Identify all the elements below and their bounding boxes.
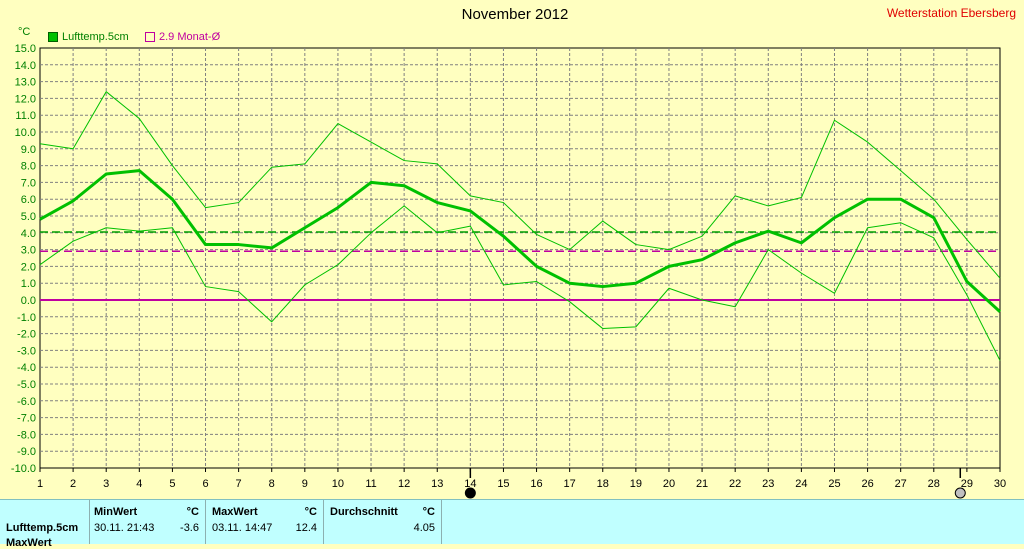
legend-item-lufttemp[interactable]: Lufttemp.5cm [48,31,129,43]
x-tick-label: 19 [630,478,642,490]
stats-avg-header: Durchschnitt [330,506,398,518]
x-tick-label: 17 [564,478,576,490]
y-tick-label: 0.0 [21,295,36,307]
stats-row-label-2: MaxWert [6,537,52,549]
x-tick-label: 3 [103,478,109,490]
x-tick-label: 20 [663,478,675,490]
x-tick-label: 30 [994,478,1006,490]
legend-swatch-filled-icon [48,32,58,42]
y-tick-label: -6.0 [17,396,36,408]
y-tick-label: 8.0 [21,161,36,173]
stats-avg-cell: Durchschnitt °C 4.05 [324,500,442,544]
y-tick-label: -10.0 [11,463,36,475]
x-tick-label: 4 [136,478,142,490]
chart-title: November 2012 [461,6,569,23]
stats-max-value: 12.4 [295,522,317,534]
stats-min-header: MinWert [94,506,138,518]
x-tick-label: 21 [696,478,708,490]
stats-min-value: -3.6 [180,522,199,534]
x-tick-label: 6 [202,478,208,490]
stats-min-cell: MinWert °C 30.11. 21:43 -3.6 [90,500,206,544]
x-tick-label: 16 [530,478,542,490]
series-line-max [39,91,1001,279]
chart-canvas: -10.0 -9.0 -8.0 -7.0 -6.0 -5.0 -4.0 -3.0 -2.0 -1.… [11,43,1006,499]
y-tick-label: 9.0 [21,144,36,156]
x-tick-label: 22 [729,478,741,490]
x-tick-label: 5 [169,478,175,490]
x-tick-label: 11 [365,478,376,490]
stats-avg-value: 4.05 [413,522,435,534]
x-tick-label: 12 [398,478,410,490]
x-tick-label: 7 [236,478,242,490]
legend-label-lufttemp: Lufttemp.5cm [62,31,129,43]
stats-avg-unit: °C [422,506,435,518]
y-tick-label: 12.0 [15,93,36,105]
y-tick-label: 13.0 [15,77,36,89]
stats-max-time: 03.11. 14:47 [212,522,273,534]
legend-swatch-open-icon [145,32,155,42]
series-line-min [39,205,1001,361]
y-tick-label: 3.0 [21,245,36,257]
series-line-mean [39,169,1002,313]
open-circle-icon [954,487,966,499]
station-name: Wetterstation Ebersberg [886,6,1016,20]
y-tick-label: -8.0 [17,429,36,441]
x-tick-label: 24 [795,478,807,490]
y-tick-label: 10.0 [15,127,36,139]
stats-max-unit: °C [304,506,317,518]
x-tick-label: 14 [464,478,476,490]
x-tick-label: 10 [332,478,344,490]
y-tick-label: 5.0 [21,211,36,223]
stats-min-time: 30.11. 21:43 [94,522,155,534]
x-tick-label: 27 [895,478,907,490]
x-tick-label: 29 [961,478,973,490]
stats-table: Lufttemp.5cm MaxWert MinWert °C 30.11. 2… [0,499,1024,549]
y-tick-label: -5.0 [17,379,36,391]
x-tick-label: 23 [762,478,774,490]
legend-item-monat-avg[interactable]: 2.9 Monat-Ø [145,31,220,43]
stats-max-header: MaxWert [212,506,258,518]
stats-min-unit: °C [186,506,199,518]
y-tick-label: 7.0 [21,177,36,189]
y-axis-unit: °C [18,26,31,38]
y-tick-label: -3.0 [17,345,36,357]
stats-max-cell: MaxWert °C 03.11. 14:47 12.4 [206,500,324,544]
y-tick-label: 11.0 [15,110,36,122]
y-tick-label: 14.0 [15,60,36,72]
y-tick-label: -9.0 [17,446,36,458]
y-tick-label: -1.0 [17,312,36,324]
y-tick-label: -7.0 [17,413,36,425]
y-tick-label: -2.0 [17,329,36,341]
stats-label-cell: Lufttemp.5cm MaxWert [0,500,90,549]
stats-row-label: Lufttemp.5cm [6,522,79,534]
x-tick-label: 26 [861,478,873,490]
x-tick-label: 18 [597,478,609,490]
y-tick-label: -4.0 [17,362,36,374]
y-tick-label: 6.0 [21,194,36,206]
filled-circle-icon [464,487,476,499]
x-tick-label: 13 [431,478,443,490]
plot-frame [39,47,1001,469]
x-tick-label: 8 [269,478,275,490]
y-tick-label: 4.0 [21,228,36,240]
y-tick-label: 1.0 [21,278,36,290]
y-tick-label: 15.0 [15,43,36,55]
x-tick-label: 25 [828,478,840,490]
x-tick-label: 1 [37,478,43,490]
legend-label-monat-avg: 2.9 Monat-Ø [159,31,221,43]
x-tick-label: 28 [928,478,940,490]
y-tick-label: 2.0 [21,261,36,273]
x-tick-label: 2 [70,478,76,490]
x-tick-label: 15 [497,478,509,490]
x-tick-label: 9 [302,478,308,490]
